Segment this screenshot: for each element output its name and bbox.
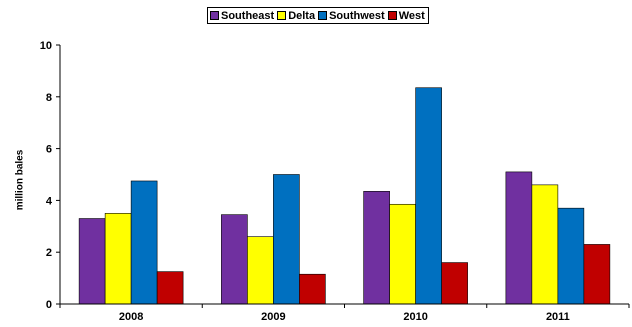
x-tick-label-2011: 2011 bbox=[546, 311, 570, 323]
legend-swatch-west bbox=[387, 11, 397, 20]
legend-item-west: West bbox=[387, 9, 425, 22]
bar-delta-2008 bbox=[104, 213, 132, 305]
legend-label-delta: Delta bbox=[288, 9, 316, 22]
bar-west-2009 bbox=[299, 273, 326, 305]
bar-delta-2011 bbox=[531, 184, 559, 305]
bar-southeast-2008 bbox=[78, 218, 106, 305]
legend-label-southeast: Southeast bbox=[221, 9, 275, 22]
bar-southwest-2011 bbox=[557, 207, 585, 305]
bar-delta-2010 bbox=[389, 203, 416, 305]
legend-label-southwest: Southwest bbox=[329, 9, 385, 22]
x-tick-label-2009: 2009 bbox=[261, 311, 285, 323]
bar-delta-2009 bbox=[247, 236, 274, 305]
legend-swatch-southwest bbox=[318, 11, 328, 20]
y-tick-label-0: 0 bbox=[46, 299, 52, 311]
y-tick-label-6: 6 bbox=[46, 144, 52, 156]
x-tick-label-2008: 2008 bbox=[119, 311, 143, 323]
bar-southeast-2011 bbox=[505, 171, 533, 305]
bar-west-2011 bbox=[583, 244, 611, 305]
bar-southwest-2008 bbox=[130, 180, 158, 305]
y-tick-label-4: 4 bbox=[46, 195, 53, 207]
y-tick-label-10: 10 bbox=[40, 40, 52, 52]
legend-label-west: West bbox=[398, 9, 425, 22]
x-tick-label-2010: 2010 bbox=[403, 311, 427, 323]
legend-item-southwest: Southwest bbox=[318, 10, 385, 22]
bar-southwest-2009 bbox=[273, 174, 300, 305]
y-tick-label-2: 2 bbox=[46, 247, 52, 259]
bar-west-2010 bbox=[441, 262, 468, 305]
y-tick-label-8: 8 bbox=[46, 92, 52, 104]
chart-legend: Southeast Delta Southwest West bbox=[207, 7, 429, 24]
legend-swatch-delta bbox=[277, 11, 287, 20]
bar-southwest-2010 bbox=[415, 87, 442, 305]
bar-west-2008 bbox=[156, 271, 184, 305]
legend-swatch-southeast bbox=[210, 11, 219, 20]
legend-item-southeast: Southeast bbox=[210, 10, 274, 22]
legend-item-delta: Delta bbox=[277, 10, 315, 22]
bar-southeast-2010 bbox=[363, 191, 390, 305]
bar-southeast-2009 bbox=[221, 214, 248, 305]
